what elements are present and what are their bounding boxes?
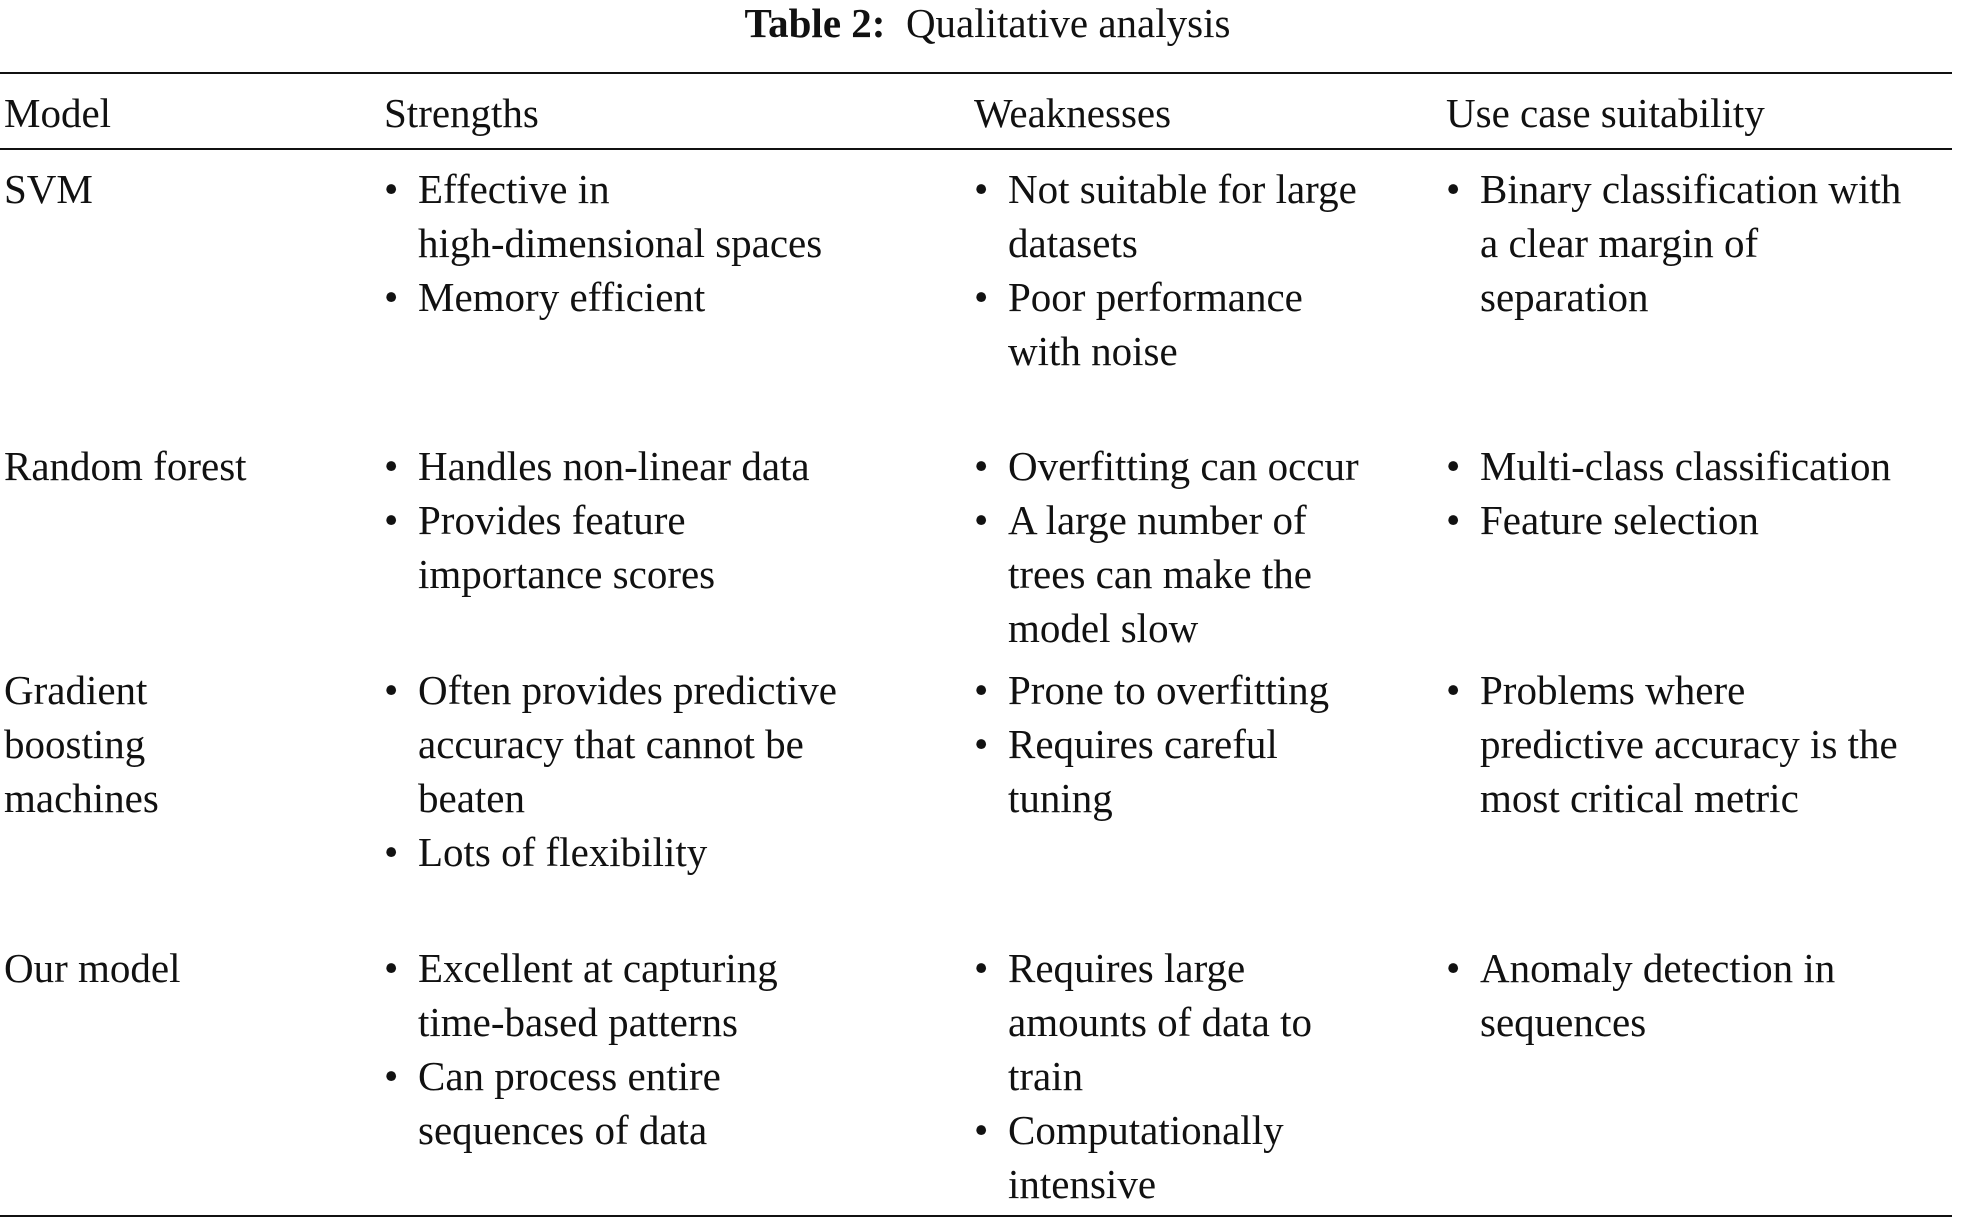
bullet-line: high-dimensional spaces	[418, 220, 823, 266]
cell-use: Binary classification with a clear margin…	[1446, 162, 1901, 324]
caption-text: Qualitative analysis	[905, 0, 1231, 46]
bullet-item: Handles non-linear data	[384, 439, 810, 493]
cell-strengths: Effective in high-dimensional spaces Memor…	[384, 162, 822, 324]
bullet-item: Requires careful tuning	[974, 717, 1329, 825]
bullet-item: Lots of flexibility	[384, 825, 837, 879]
bullet-line: Computationally	[1008, 1107, 1284, 1153]
bullet-line: Feature selection	[1480, 497, 1759, 543]
model-name-line: SVM	[4, 166, 93, 212]
cell-weaknesses: Prone to overfitting Requires careful tuni…	[974, 663, 1329, 825]
bullet-item: Not suitable for large datasets	[974, 162, 1357, 270]
bullet-item: Effective in high-dimensional spaces	[384, 162, 822, 270]
bullet-line: accuracy that cannot be	[418, 721, 804, 767]
bullet-line: Requires large	[1008, 945, 1246, 991]
top-rule	[0, 72, 1952, 74]
cell-strengths: Excellent at capturing time-based pattern…	[384, 941, 778, 1157]
bullet-line: A large number of	[1008, 497, 1307, 543]
bullet-line: Effective in	[418, 166, 610, 212]
bullet-line: Lots of flexibility	[418, 829, 708, 875]
cell-weaknesses: Not suitable for largedatasetsPoor perfo…	[974, 162, 1357, 378]
cell-use: Multi-class classification Feature select…	[1446, 439, 1891, 547]
table-caption: Table 2: Qualitative analysis	[0, 0, 1975, 46]
bullet-line: Anomaly detection in	[1480, 945, 1836, 991]
bullet-line: amounts of data to	[1008, 999, 1313, 1045]
bullet-line: Multi-class classification	[1480, 443, 1892, 489]
bullet-line: Overfitting can occur	[1008, 443, 1359, 489]
bullet-item: Anomaly detection in sequences	[1446, 941, 1835, 1049]
bullet-line: a clear margin of	[1480, 220, 1759, 266]
bullet-line: Excellent at capturing	[418, 945, 778, 991]
bullet-line: time-based patterns	[418, 999, 738, 1045]
bullet-line: Problems where	[1480, 667, 1746, 713]
model-name-line: boosting	[4, 721, 146, 767]
bullet-item: Requires large amounts of data to train	[974, 941, 1312, 1103]
bullet-item: Memory efficient	[384, 270, 822, 324]
bullet-line: model slow	[1008, 605, 1199, 651]
bullet-line: Provides feature	[418, 497, 686, 543]
bullet-line: importance scores	[418, 551, 716, 597]
bullet-line: intensive	[1008, 1161, 1157, 1207]
bullet-item: A large number of trees can make the model…	[974, 493, 1359, 655]
model-name-line: machines	[4, 775, 159, 821]
bullet-line: tuning	[1008, 775, 1113, 821]
bullet-item: Often provides predictive accuracy that c…	[384, 663, 837, 825]
bullet-line: predictive accuracy is the	[1480, 721, 1898, 767]
bullet-line: Binary classification with	[1480, 166, 1902, 212]
cell-model: Our model	[4, 941, 181, 995]
bullet-line: separation	[1480, 274, 1649, 320]
model-name-line: Our model	[4, 945, 181, 991]
bullet-line: Poor performance	[1008, 274, 1303, 320]
cell-model: Gradient boosting machines	[4, 663, 159, 825]
bullet-item: Excellent at capturing time-based pattern…	[384, 941, 778, 1049]
header-weaknesses: Weaknesses	[974, 90, 1172, 136]
bullet-line: Handles non-linear data	[418, 443, 810, 489]
bullet-line: Memory efficient	[418, 274, 706, 320]
header-strengths: Strengths	[384, 90, 539, 136]
bullet-line: Prone to overfitting	[1008, 667, 1330, 713]
bullet-item: Can process entire sequences of data	[384, 1049, 778, 1157]
bullet-line: sequences	[1480, 999, 1647, 1045]
bullet-line: Not suitable for large	[1008, 166, 1357, 212]
cell-strengths: Handles non-linear data Provides feature i…	[384, 439, 810, 601]
bottom-rule	[0, 1215, 1952, 1217]
cell-weaknesses: Overfitting can occur A large number of tr…	[974, 439, 1359, 655]
bullet-line: train	[1008, 1053, 1084, 1099]
model-name-line: Random forest	[4, 443, 247, 489]
bullet-item: Overfitting can occur	[974, 439, 1359, 493]
bullet-item: Binary classification with a clear margin…	[1446, 162, 1901, 324]
bullet-line: most critical metric	[1480, 775, 1799, 821]
header-model: Model	[4, 90, 112, 136]
header-use-case: Use case suitability	[1446, 90, 1765, 136]
bullet-line: trees can make the	[1008, 551, 1312, 597]
cell-use: Problems where predictive accuracy is the…	[1446, 663, 1898, 825]
bullet-line: Requires careful	[1008, 721, 1278, 767]
bullet-item: Problems where predictive accuracy is the…	[1446, 663, 1898, 825]
bullet-line: with noise	[1008, 328, 1178, 374]
bullet-item: Computationally intensive	[974, 1103, 1312, 1211]
bullet-item: Provides feature importance scores	[384, 493, 810, 601]
bullet-line: Often provides predictive	[418, 667, 837, 713]
bullet-item: Multi-class classification	[1446, 439, 1891, 493]
cell-model: Random forest	[4, 439, 247, 493]
bullet-line: beaten	[418, 775, 525, 821]
bullet-item: Prone to overfitting	[974, 663, 1329, 717]
model-name-line: Gradient	[4, 667, 148, 713]
bullet-item: Feature selection	[1446, 493, 1891, 547]
cell-use: Anomaly detection in sequences	[1446, 941, 1835, 1049]
cell-strengths: Often provides predictive accuracy that c…	[384, 663, 837, 879]
caption-label: Table 2:	[744, 0, 886, 46]
bullet-line: sequences of data	[418, 1107, 708, 1153]
cell-model: SVM	[4, 162, 93, 216]
header-rule	[0, 148, 1952, 150]
bullet-line: Can process entire	[418, 1053, 721, 1099]
bullet-line: datasets	[1008, 220, 1138, 266]
bullet-item: Poor performance with noise	[974, 270, 1357, 378]
